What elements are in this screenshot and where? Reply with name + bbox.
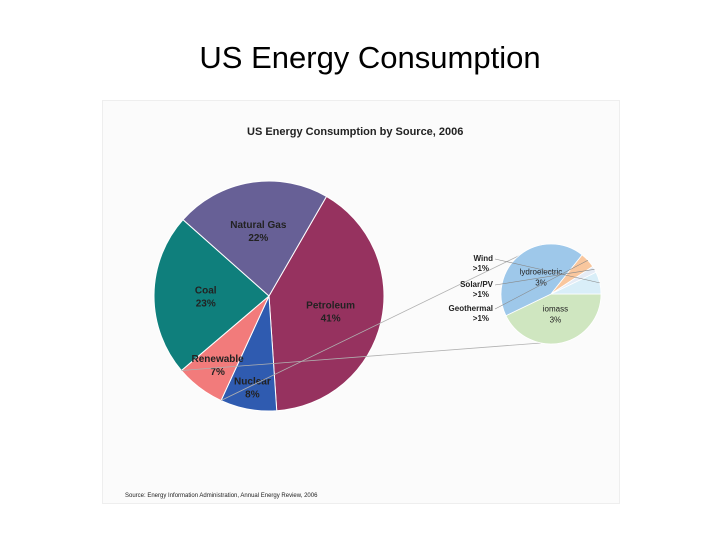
detail-label-solar-pv: Solar/PV: [460, 280, 494, 289]
slice-value-petroleum: 41%: [321, 313, 341, 324]
pie-slice-coal: [153, 218, 270, 372]
detail-slice-hydroelectric: [500, 243, 583, 317]
connector-line-top: [220, 244, 542, 401]
pie-slice-natural-gas: [182, 180, 328, 297]
slice-label-natural-gas: Natural Gas: [230, 220, 287, 231]
detail-value-hydroelectric: 3%: [535, 278, 547, 287]
detail-label-biomass: iomass: [543, 304, 568, 313]
detail-value-biomass: 3%: [550, 315, 562, 324]
detail-slice-biomass: [505, 293, 602, 345]
slice-value-renewable: 7%: [210, 367, 225, 378]
slice-label-coal: Coal: [195, 285, 217, 296]
slice-value-nuclear: 8%: [245, 389, 260, 400]
detail-label-wind: Wind: [474, 254, 494, 263]
detail-value-wind: >1%: [473, 264, 489, 273]
detail-leader-solar-pv: [494, 269, 595, 286]
detail-value-geothermal: >1%: [473, 314, 489, 323]
slice-label-renewable: Renewable: [192, 354, 245, 365]
chart-title: US Energy Consumption by Source, 2006: [247, 126, 463, 138]
connector-line-bottom: [181, 342, 542, 371]
slice-label-petroleum: Petroleum: [306, 300, 355, 311]
slice-value-natural-gas: 22%: [248, 233, 268, 244]
detail-value-solar-pv: >1%: [473, 290, 489, 299]
pie-chart-svg: US Energy Consumption by Source, 2006 So…: [125, 126, 602, 499]
slide-title: US Energy Consumption: [199, 40, 541, 75]
slice-value-coal: 23%: [196, 298, 216, 309]
chart-figure: US Energy Consumption by Source, 2006 So…: [102, 100, 620, 504]
source-note: Source: Energy Information Administratio…: [125, 493, 318, 499]
detail-label-hydroelectric: lydroelectric: [520, 267, 563, 276]
detail-leader-geothermal: [494, 260, 589, 310]
detail-leader-wind: [494, 258, 600, 284]
slice-label-nuclear: Nuclear: [234, 376, 271, 387]
detail-label-geothermal: Geothermal: [449, 304, 493, 313]
detail-slice-wind: [550, 271, 602, 295]
